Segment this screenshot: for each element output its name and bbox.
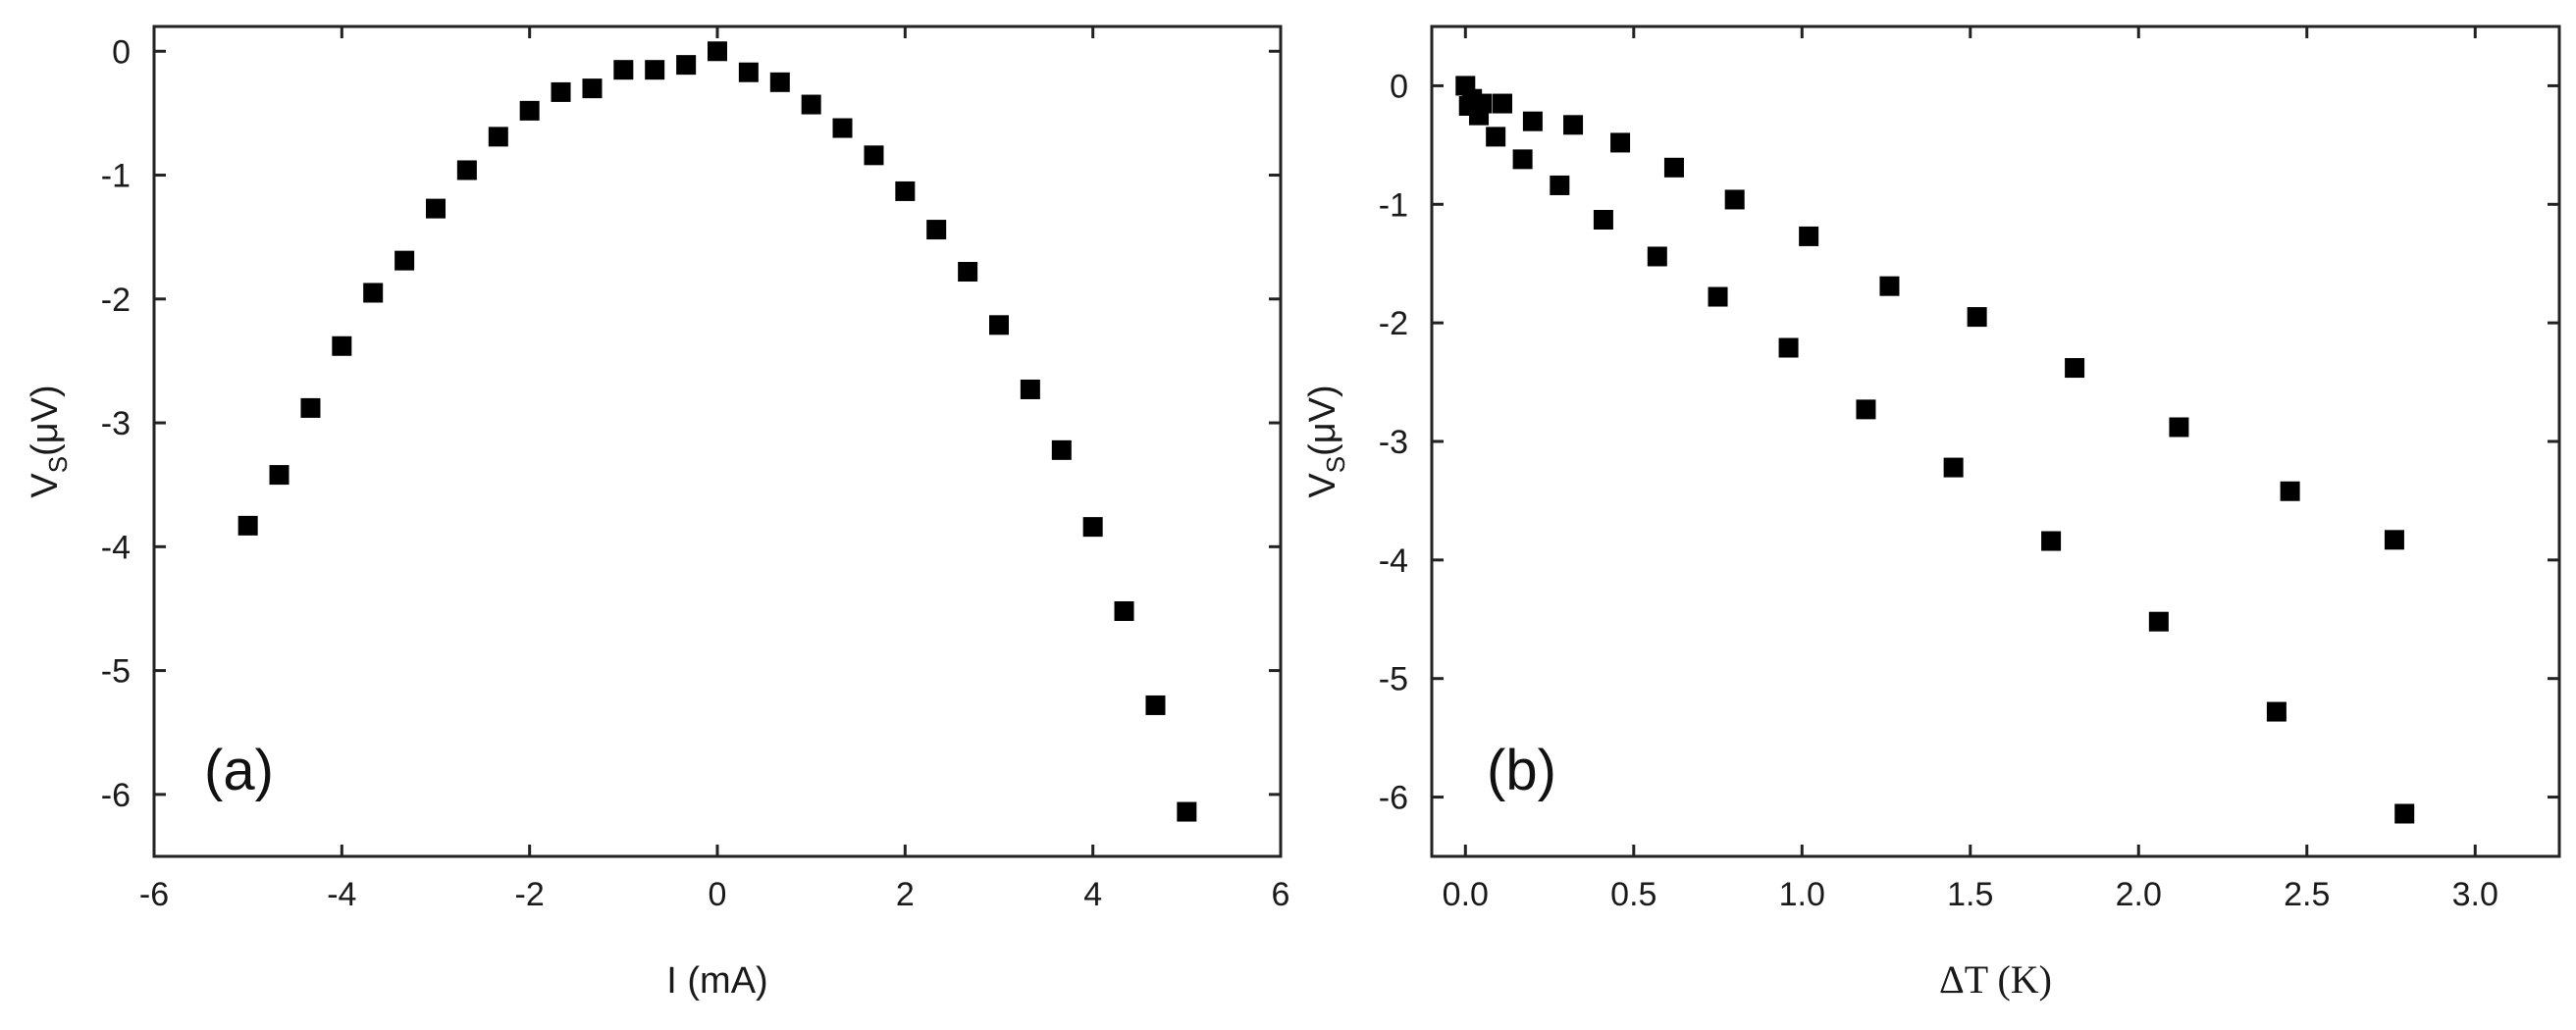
data-point bbox=[488, 127, 508, 147]
data-point bbox=[1778, 337, 1799, 358]
y-tick-label: -2 bbox=[1379, 305, 1408, 342]
data-point bbox=[332, 335, 352, 356]
data-point bbox=[1550, 175, 1570, 195]
x-axis-label: ΔT (K) bbox=[1939, 957, 2052, 1002]
x-tick-label: -6 bbox=[139, 876, 169, 913]
x-tick-label: 0.0 bbox=[1443, 876, 1489, 913]
panel-b-chart: 0.0 0.5 1.0 1.5 2.0 2.5 3.0 0 -1 -2 -3 -4 -5 -6 ΔT (K)… bbox=[1302, 25, 2561, 1002]
data-point bbox=[1799, 226, 1819, 246]
data-point bbox=[801, 94, 821, 115]
data-point bbox=[645, 60, 665, 80]
data-point bbox=[738, 62, 759, 82]
y-tick-label: -3 bbox=[101, 405, 131, 442]
data-point bbox=[2065, 358, 2085, 379]
data-point bbox=[363, 283, 384, 303]
data-point bbox=[1051, 439, 1072, 460]
data-point bbox=[1708, 286, 1728, 307]
y-tick-label: -1 bbox=[1379, 186, 1408, 224]
x-tick-label: 3.0 bbox=[2452, 876, 2498, 913]
x-tick-label: 0.5 bbox=[1610, 876, 1656, 913]
data-point bbox=[1943, 457, 1964, 478]
data-point bbox=[1493, 93, 1513, 114]
data-point bbox=[551, 81, 571, 102]
x-tick-label: 6 bbox=[1272, 876, 1290, 913]
data-point bbox=[1856, 399, 1876, 420]
x-tick-label: -2 bbox=[515, 876, 545, 913]
data-point bbox=[1663, 157, 1684, 178]
data-point bbox=[958, 262, 978, 283]
x-tick-label: -4 bbox=[327, 876, 356, 913]
data-point bbox=[1563, 115, 1584, 135]
panel-label: (a) bbox=[204, 739, 274, 802]
data-point bbox=[1879, 276, 1900, 296]
data-point bbox=[456, 160, 477, 180]
y-tick-label: -3 bbox=[1379, 424, 1408, 461]
data-point bbox=[2280, 481, 2300, 501]
x-axis-label: I (mA) bbox=[666, 960, 767, 1002]
data-point bbox=[2148, 611, 2169, 632]
x-tick-label: 1.0 bbox=[1779, 876, 1825, 913]
y-tick-label: -5 bbox=[101, 653, 131, 691]
data-point bbox=[895, 180, 916, 201]
data-point bbox=[676, 55, 697, 76]
data-point bbox=[237, 515, 258, 536]
data-point bbox=[864, 145, 884, 166]
data-point bbox=[519, 100, 540, 121]
y-tick-label: -1 bbox=[101, 158, 131, 195]
data-point bbox=[582, 78, 603, 99]
data-point bbox=[1020, 379, 1040, 399]
data-point bbox=[2266, 701, 2287, 722]
data-point bbox=[1610, 132, 1631, 153]
data-point bbox=[708, 41, 727, 62]
data-point bbox=[2041, 531, 2062, 551]
data-point bbox=[426, 198, 446, 219]
data-point bbox=[769, 72, 790, 92]
data-point bbox=[989, 315, 1009, 335]
data-point bbox=[2394, 803, 2415, 824]
data-point bbox=[1114, 600, 1134, 621]
data-point bbox=[1145, 695, 1166, 715]
y-tick-label: -4 bbox=[1379, 542, 1408, 580]
y-tick-label: 0 bbox=[1390, 68, 1408, 105]
data-point bbox=[1177, 801, 1197, 822]
data-point bbox=[1512, 149, 1533, 170]
x-tick-label: 2 bbox=[896, 876, 915, 913]
data-point bbox=[1647, 246, 1667, 267]
data-point bbox=[300, 397, 321, 418]
data-point bbox=[832, 118, 853, 138]
data-point bbox=[1967, 307, 1987, 328]
y-axis-label: VS(μV) bbox=[1302, 385, 1350, 497]
data-point bbox=[926, 220, 947, 240]
data-point bbox=[2169, 417, 2189, 438]
data-point bbox=[1522, 111, 1543, 131]
y-tick-label: 0 bbox=[112, 33, 131, 71]
y-tick-label: -4 bbox=[101, 529, 131, 566]
data-point bbox=[1469, 105, 1490, 126]
data-point bbox=[1486, 127, 1506, 147]
x-tick-label: 4 bbox=[1083, 876, 1102, 913]
y-tick-label: -5 bbox=[1379, 661, 1408, 698]
data-point bbox=[1082, 517, 1103, 538]
y-tick-label: -6 bbox=[101, 777, 131, 814]
y-axis-label: VS(μV) bbox=[25, 385, 73, 497]
y-tick-label: -2 bbox=[101, 282, 131, 319]
panel-a-chart: -6 -4 -2 0 2 4 6 0 -1 -2 -3 -4 -5 -6 I (mA) VS(μV) (a) bbox=[25, 25, 1290, 1002]
x-tick-label: 2.5 bbox=[2284, 876, 2330, 913]
x-tick-label: 2.0 bbox=[2116, 876, 2162, 913]
data-point bbox=[394, 250, 415, 271]
x-tick-label: 0 bbox=[709, 876, 727, 913]
data-point bbox=[1724, 189, 1745, 210]
x-tick-label: 1.5 bbox=[1947, 876, 1993, 913]
y-tick-label: -6 bbox=[1379, 780, 1408, 817]
data-point bbox=[269, 465, 289, 486]
data-point bbox=[1593, 209, 1613, 230]
panel-label: (b) bbox=[1487, 739, 1556, 802]
data-point bbox=[2384, 530, 2404, 550]
data-point bbox=[613, 60, 634, 80]
